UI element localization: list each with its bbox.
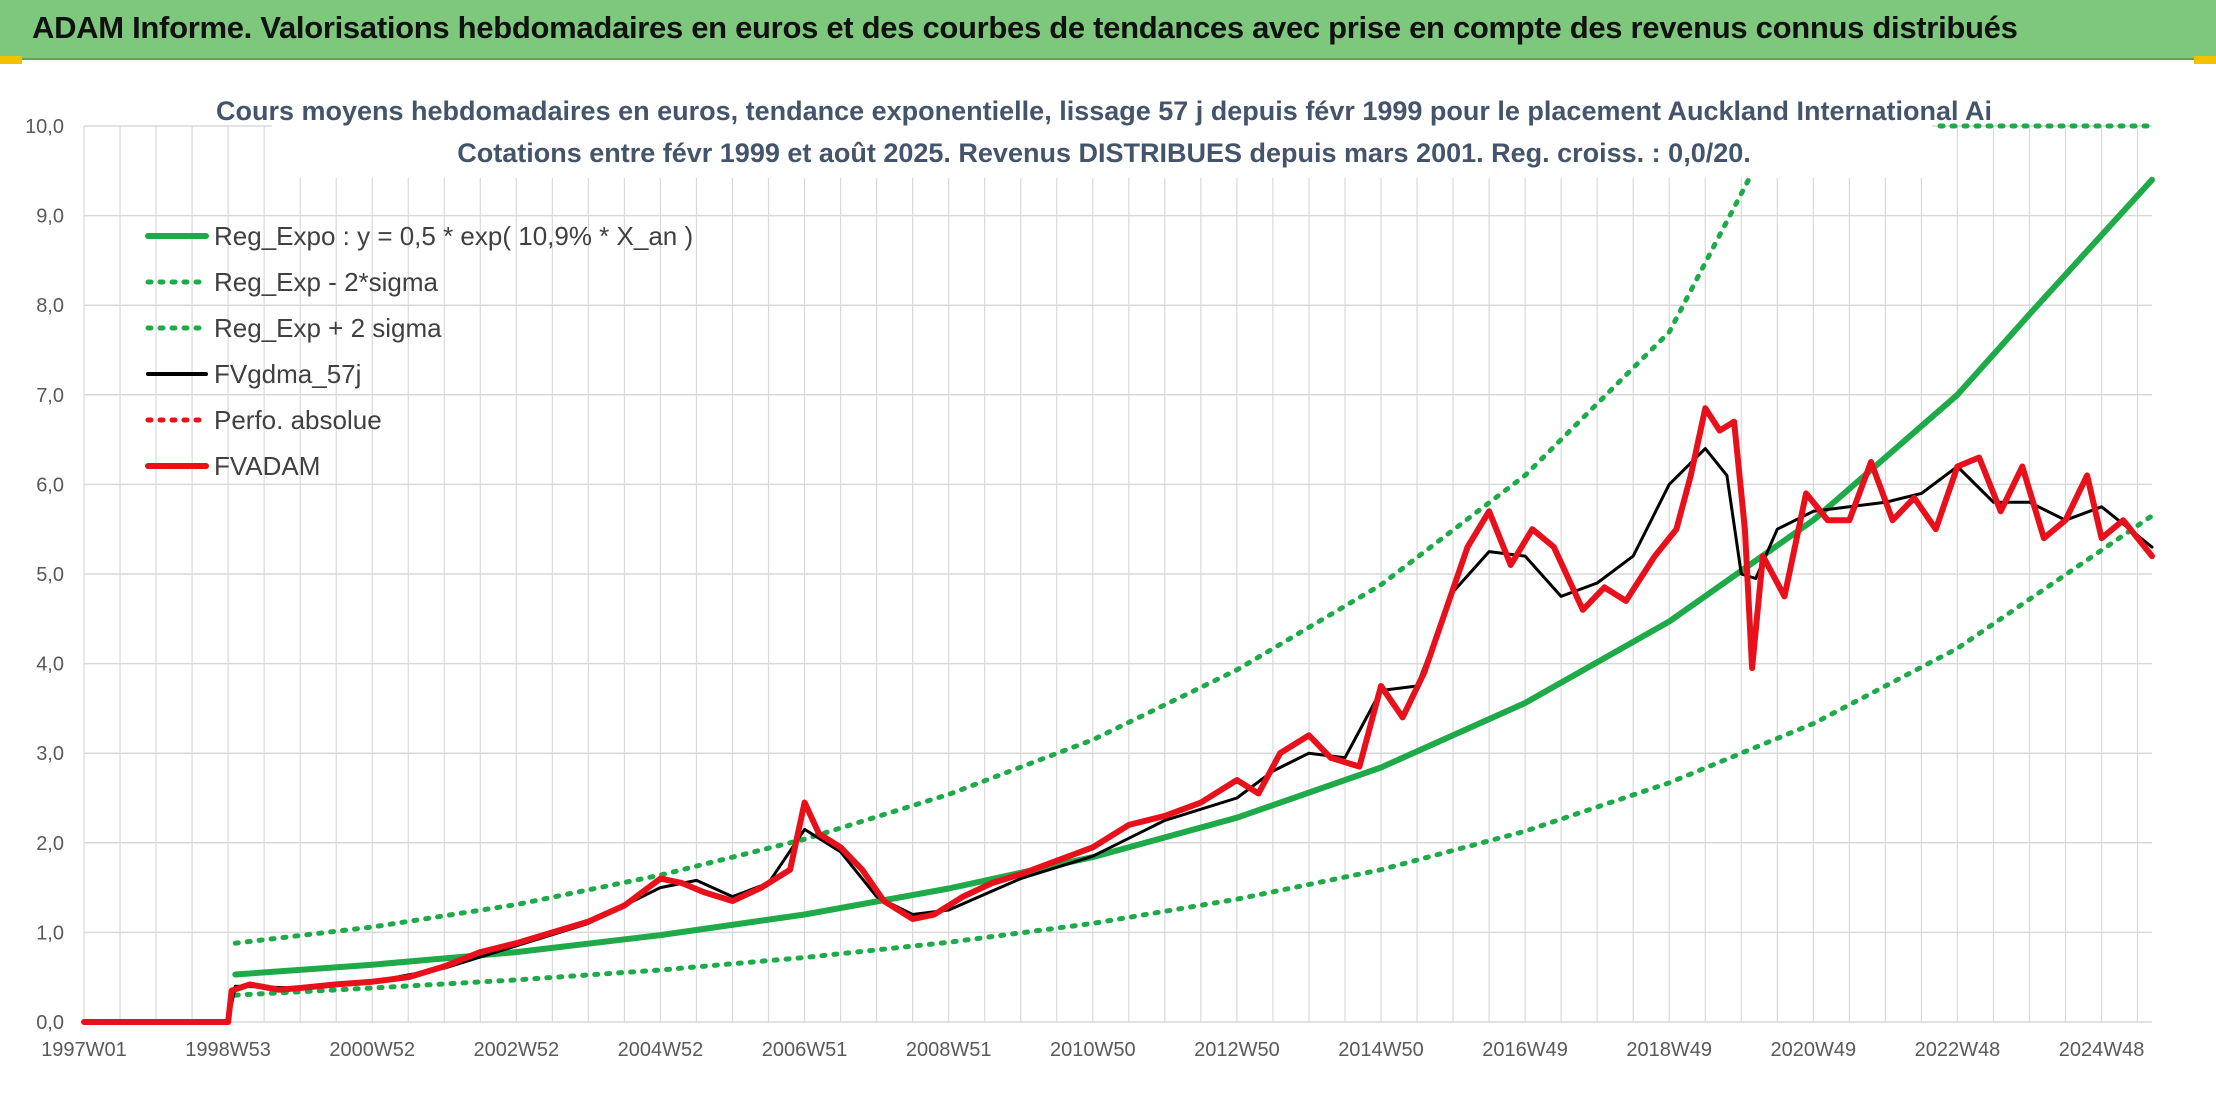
x-tick-label: 2020W49 <box>1771 1039 1857 1061</box>
chart-frame: 0,0 1,0 2,0 3,0 4,0 5,0 6,0 7,0 8,0 9,0 10,0 1997W… <box>0 58 2216 1106</box>
y-tick-label: 10,0 <box>25 116 64 138</box>
chart-svg: 0,0 1,0 2,0 3,0 4,0 5,0 6,0 7,0 8,0 9,0 10,0 1997W… <box>25 82 2155 1061</box>
series-line-1 <box>232 513 2155 998</box>
x-tick-label: 1997W01 <box>41 1039 127 1061</box>
series-line-0 <box>232 176 2155 978</box>
x-tick-labels: 1997W01 1998W53 2000W52 2002W52 2004W52 2006W… <box>41 1039 2144 1061</box>
series-line-5 <box>81 405 2155 1025</box>
legend-label-2: Reg_Exp + 2 sigma <box>214 313 442 343</box>
legend-label-5: FVADAM <box>214 451 320 481</box>
y-tick-label: 1,0 <box>36 922 64 944</box>
x-tick-label: 2002W52 <box>474 1039 560 1061</box>
legend-label-1: Reg_Exp - 2*sigma <box>214 267 439 297</box>
x-tick-label: 2008W51 <box>906 1039 992 1061</box>
legend: Reg_Expo : y = 0,5 * exp( 10,9% * X_an )… <box>145 221 693 481</box>
x-tick-label: 2014W50 <box>1338 1039 1424 1061</box>
x-tick-label: 2004W52 <box>618 1039 704 1061</box>
x-tick-label: 1998W53 <box>185 1039 271 1061</box>
y-tick-label: 0,0 <box>36 1012 64 1034</box>
header-title: ADAM Informe. Valorisations hebdomadaire… <box>32 10 2018 45</box>
grid <box>83 125 2152 1023</box>
x-tick-label: 2010W50 <box>1050 1039 1136 1061</box>
x-tick-label: 2006W51 <box>762 1039 848 1061</box>
y-tick-label: 6,0 <box>36 474 64 496</box>
legend-label-4: Perfo. absolue <box>214 405 382 435</box>
header-bar: ADAM Informe. Valorisations hebdomadaire… <box>0 0 2216 60</box>
y-tick-label: 4,0 <box>36 654 64 676</box>
y-tick-label: 3,0 <box>36 743 64 765</box>
x-tick-label: 2000W52 <box>329 1039 415 1061</box>
series-line-3 <box>82 447 2154 1024</box>
legend-label-0: Reg_Expo : y = 0,5 * exp( 10,9% * X_an ) <box>214 221 693 251</box>
y-tick-labels: 0,0 1,0 2,0 3,0 4,0 5,0 6,0 7,0 8,0 9,0 10,0 <box>25 116 64 1034</box>
y-tick-label: 7,0 <box>36 385 64 407</box>
x-tick-label: 2018W49 <box>1626 1039 1712 1061</box>
series-line-2 <box>232 177 1751 946</box>
y-tick-label: 9,0 <box>36 206 64 228</box>
y-tick-label: 2,0 <box>36 833 64 855</box>
x-tick-label: 2022W48 <box>1915 1039 2001 1061</box>
corner-mark-left <box>0 56 22 64</box>
corner-mark-right <box>2194 56 2216 64</box>
chart-title: Cours moyens hebdomadaires en euros, ten… <box>216 96 1992 126</box>
y-tick-label: 5,0 <box>36 564 64 586</box>
x-tick-label: 2016W49 <box>1482 1039 1568 1061</box>
x-tick-label: 2012W50 <box>1194 1039 1280 1061</box>
title-backdrop <box>272 82 1932 178</box>
y-tick-label: 8,0 <box>36 295 64 317</box>
x-tick-label: 2024W48 <box>2059 1039 2145 1061</box>
series-lines <box>81 123 2155 1025</box>
chart-subtitle: Cotations entre févr 1999 et août 2025. … <box>457 138 1751 168</box>
legend-label-3: FVgdma_57j <box>214 359 361 389</box>
